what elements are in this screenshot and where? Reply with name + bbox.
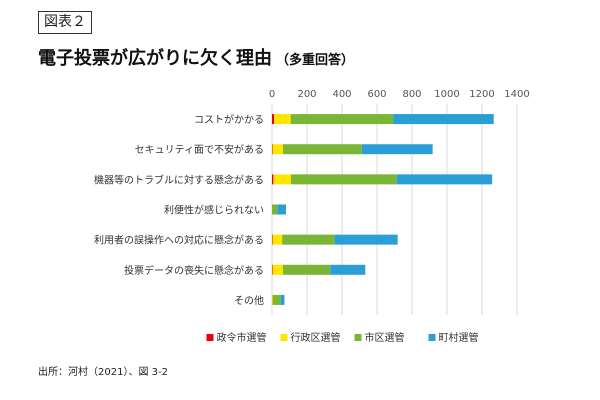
bar-segment [272,264,273,275]
bar-segment [272,234,283,245]
source-note: 出所：河村（2021）、図 3-2 [38,367,168,378]
chart-subtitle: （多重回答） [276,53,355,68]
bar-segment [273,294,281,305]
chart-title-main: 電子投票が広がりに欠く理由 [38,48,272,69]
bar-segment [330,264,366,275]
x-tick-label: 400 [332,89,351,100]
bar-segment [272,204,278,215]
bar-segment [396,174,493,185]
bar-segment [283,264,331,275]
bar-segment [272,144,284,155]
x-tick-label: 1000 [434,89,459,100]
bar-segment [393,114,494,125]
category-label: 利便性が感じられない [164,204,264,217]
bar-segment [272,114,275,125]
category-label: 投票データの喪失に懸念がある [124,264,264,277]
bar-segment [283,144,362,155]
legend-label: 行政区選管 [291,331,341,344]
bar-segment [272,294,274,305]
legend-swatch [206,334,214,341]
category-label: セキュリティ面で不安がある [135,143,264,156]
x-tick-label: 800 [402,89,421,100]
bar-segment [280,294,285,305]
legend-swatch [280,334,288,341]
legend-label: 市区選管 [365,331,405,344]
bar-segment [272,264,284,275]
bar-segment [273,174,291,185]
bar-segment [282,234,335,245]
category-label: その他 [234,294,264,307]
x-tick-label: 1400 [504,89,529,100]
bar-segment [361,144,433,155]
bar-segment [290,174,397,185]
legend-swatch [354,334,362,341]
figure-label: 図表２ [38,11,92,34]
legend-swatch [428,334,436,341]
category-label: 利用者の誤操作への対応に懸念がある [94,234,264,247]
category-label: 機器等のトラブルに対する懸念がある [94,173,264,186]
bar-segment [334,234,398,245]
bar-segment [290,114,394,125]
bar-segment [272,174,274,185]
x-tick-label: 200 [297,89,316,100]
x-tick-label: 600 [367,89,386,100]
chart-title: 電子投票が広がりに欠く理由 （多重回答） [38,47,354,73]
legend-label: 町村選管 [439,331,479,344]
x-tick-label: 1200 [469,89,494,100]
bar-segment [274,114,291,125]
bar-segment [272,144,273,155]
x-tick-label: 0 [269,89,275,100]
category-label: コストがかかる [194,113,264,126]
bar-segment [272,234,273,245]
bar-segment [277,204,286,215]
legend-label: 政令市選管 [217,331,267,344]
